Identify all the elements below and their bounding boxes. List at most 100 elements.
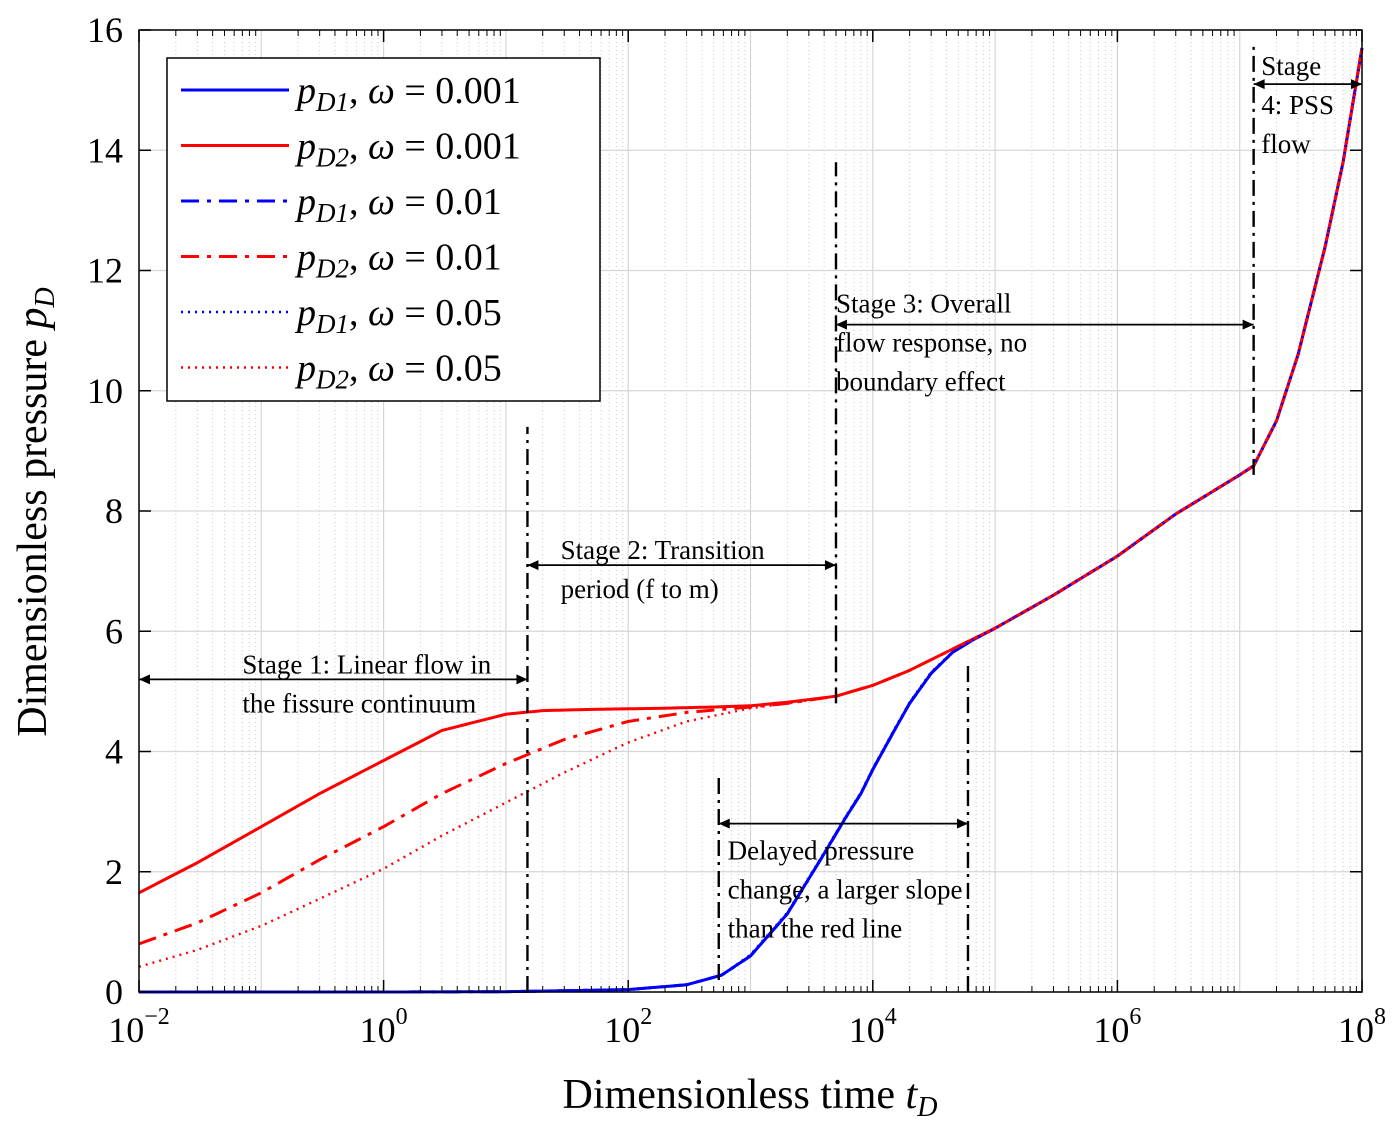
legend-value: = 0.001 bbox=[395, 70, 521, 112]
legend-omega: ω bbox=[368, 237, 395, 279]
x-tick-exponent: 8 bbox=[1374, 1004, 1386, 1030]
stage-note-line: boundary effect bbox=[836, 367, 1006, 397]
y-tick-label: 0 bbox=[105, 972, 123, 1012]
stage-note-line: the fissure continuum bbox=[242, 688, 476, 718]
x-tick-label: 10−2 bbox=[108, 1004, 170, 1050]
arrow-head-left bbox=[139, 674, 150, 685]
stage-annotations: Stage 1: Linear flow in the fissure conti… bbox=[242, 51, 1334, 944]
arrow-head-left bbox=[527, 560, 539, 571]
legend-value: = 0.01 bbox=[395, 237, 502, 279]
legend-comma: , bbox=[349, 70, 368, 112]
x-tick-exponent: −2 bbox=[144, 1004, 170, 1030]
x-tick-exponent: 0 bbox=[396, 1004, 408, 1030]
legend-comma: , bbox=[349, 126, 368, 168]
stage-note-3: Stage 3: Overall flow response, no boundar… bbox=[836, 289, 1027, 397]
legend-value: = 0.001 bbox=[395, 126, 521, 168]
stage-arrows bbox=[139, 79, 1362, 829]
stage-note-line: period (f to m) bbox=[561, 574, 719, 604]
x-axis-title-var: t bbox=[906, 1072, 919, 1118]
legend-entry: pD2, ω = 0.001 bbox=[294, 126, 521, 173]
x-tick-label: 104 bbox=[849, 1004, 897, 1050]
legend-entry: pD1, ω = 0.01 bbox=[294, 181, 502, 228]
stage-note-line: change, a larger slope bbox=[728, 875, 963, 905]
y-tick-label: 4 bbox=[105, 732, 123, 772]
stage-note-line: Delayed pressure bbox=[728, 836, 915, 866]
stage-note-4: Stage 4: PSS flow bbox=[1261, 51, 1334, 159]
legend-box bbox=[166, 57, 601, 402]
stage-note-line: Stage 1: Linear flow in bbox=[242, 649, 491, 679]
x-axis-title: Dimensionless time tD bbox=[563, 1072, 938, 1123]
legend-comma: , bbox=[349, 181, 368, 223]
x-tick-base: 10 bbox=[360, 1010, 396, 1050]
arrow-head-right bbox=[956, 818, 968, 829]
x-tick-base: 10 bbox=[1338, 1010, 1374, 1050]
legend-comma: , bbox=[349, 348, 368, 390]
arrow-head-right bbox=[1351, 79, 1362, 90]
legend-value: = 0.01 bbox=[395, 181, 502, 223]
x-tick-label: 100 bbox=[360, 1004, 408, 1050]
stage-note-line: Stage 2: Transition bbox=[561, 535, 766, 565]
arrow-head-left bbox=[718, 818, 730, 829]
stage-note-1: Stage 1: Linear flow in the fissure conti… bbox=[242, 649, 491, 718]
stage-note-line: flow bbox=[1261, 129, 1311, 159]
x-tick-base: 10 bbox=[604, 1010, 640, 1050]
series-line-5 bbox=[139, 47, 1364, 994]
legend-value: = 0.05 bbox=[395, 348, 502, 390]
y-axis-title-sub: D bbox=[30, 287, 61, 308]
y-tick-label: 10 bbox=[87, 371, 123, 411]
arrow-head-left bbox=[1253, 79, 1265, 90]
legend-sub: D1 bbox=[315, 87, 349, 117]
x-tick-label: 106 bbox=[1093, 1004, 1141, 1050]
y-tick-label: 6 bbox=[105, 611, 123, 651]
x-tick-exponent: 2 bbox=[640, 1004, 652, 1030]
x-axis-title-text: Dimensionless time bbox=[563, 1072, 906, 1118]
stage-note-line: than the red line bbox=[728, 914, 903, 944]
legend-var: p bbox=[294, 348, 316, 390]
x-tick-base: 10 bbox=[108, 1010, 144, 1050]
legend-comma: , bbox=[349, 292, 368, 334]
arrow-head-right bbox=[1242, 319, 1254, 330]
y-axis-title-text: Dimensionless pressure bbox=[10, 328, 56, 736]
legend-omega: ω bbox=[368, 70, 395, 112]
legend-sub: D1 bbox=[315, 309, 349, 339]
legend-var: p bbox=[294, 237, 316, 279]
x-tick-label: 108 bbox=[1338, 1004, 1386, 1050]
legend-sub: D2 bbox=[315, 254, 349, 284]
x-tick-exponent: 4 bbox=[885, 1004, 897, 1030]
arrow-head-right bbox=[824, 560, 836, 571]
stage-note-5: Delayed pressure change, a larger slope th… bbox=[728, 836, 963, 944]
stage-note-line: 4: PSS bbox=[1261, 90, 1334, 120]
legend-omega: ω bbox=[368, 181, 395, 223]
stage-note-line: Stage 3: Overall bbox=[836, 289, 1011, 319]
x-tick-exponent: 6 bbox=[1129, 1004, 1141, 1030]
legend-entry: pD2, ω = 0.01 bbox=[294, 237, 502, 284]
x-tick-base: 10 bbox=[1093, 1010, 1129, 1050]
stage-note-line: flow response, no bbox=[836, 328, 1027, 358]
stage-note-2: Stage 2: Transition period (f to m) bbox=[561, 535, 766, 604]
legend-value: = 0.05 bbox=[395, 292, 502, 334]
series-lines bbox=[138, 47, 1364, 994]
stage-markers bbox=[526, 42, 1255, 992]
arrow-head-left bbox=[835, 319, 847, 330]
legend-entry: pD1, ω = 0.05 bbox=[294, 292, 502, 339]
stage-note-line: Stage bbox=[1261, 51, 1321, 81]
legend-entry: pD1, ω = 0.001 bbox=[294, 70, 521, 117]
legend-comma: , bbox=[349, 237, 368, 279]
legend-sub: D1 bbox=[315, 198, 349, 228]
arrow-head-right bbox=[516, 674, 528, 685]
legend-var: p bbox=[294, 126, 316, 168]
y-tick-label: 2 bbox=[105, 852, 123, 892]
legend-var: p bbox=[294, 70, 316, 112]
x-tick-label: 102 bbox=[604, 1004, 652, 1050]
x-axis-title-sub: D bbox=[916, 1092, 937, 1123]
legend-omega: ω bbox=[368, 126, 395, 168]
y-tick-label: 16 bbox=[87, 10, 123, 50]
y-tick-label: 12 bbox=[87, 251, 123, 291]
x-tick-base: 10 bbox=[849, 1010, 885, 1050]
y-axis-title-var: p bbox=[10, 307, 56, 331]
legend-var: p bbox=[294, 181, 316, 223]
y-axis-title: Dimensionless pressure pD bbox=[10, 287, 61, 737]
legend-omega: ω bbox=[368, 292, 395, 334]
